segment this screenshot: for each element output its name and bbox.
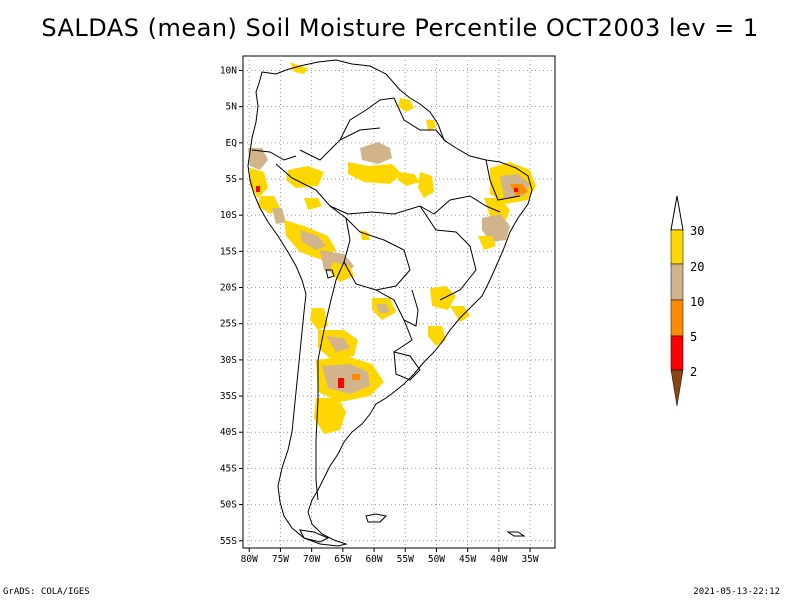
colorbar-label-20: 20 [690,260,704,274]
lat-label-40S: 40S [220,427,237,438]
patch-patagonia [314,398,346,434]
border-brazil-south [393,319,413,353]
patch-pampas-red [338,378,344,388]
map-grid [243,56,555,548]
south-georgia [506,531,526,537]
patch-venezuela [290,62,308,74]
border-bolivia [343,217,411,291]
patch-se-brazil2 [450,306,470,322]
colorbar-label-30: 30 [690,224,704,238]
footer-timestamp: 2021-05-13-22:12 [693,587,780,597]
lat-label-25S: 25S [220,319,237,330]
patch-peru-red [256,186,260,192]
border-argentina [315,279,337,501]
lon-label-65W: 65W [334,554,351,565]
patch-pampas-orange [352,374,360,380]
patch-south-brazil [428,326,446,346]
patch-peru-west [304,198,322,210]
patch-peru-central-tan [300,230,326,250]
tierra-del-fuego [299,529,330,543]
colorbar-segment-10 [670,299,684,337]
lat-label-EQ: EQ [226,138,238,149]
patch-argentina-n-tan [326,336,350,352]
border-colombia [299,127,381,161]
patch-amazon-mid [418,172,434,198]
lake-titicaca [325,269,335,279]
lat-label-10N: 10N [220,65,237,76]
patch-bahia-y [478,236,496,250]
lat-label-20S: 20S [220,283,237,294]
patch-ecuador-y [250,168,268,198]
colorbar-label-10: 10 [690,295,704,309]
lat-label-5N: 5N [226,102,238,113]
lat-label-45S: 45S [220,463,237,474]
lat-label-50S: 50S [220,500,237,511]
patch-ecuador [248,148,268,170]
patch-pampas-tan [322,364,370,394]
map-title: SALDAS (mean) Soil Moisture Percentile O… [41,14,759,42]
patch-bahia [482,214,510,242]
coastlines [247,59,533,547]
patch-andes-south-peru-y [330,262,354,282]
border-peru [275,163,351,281]
lon-label-60W: 60W [365,554,382,565]
patch-colombia [286,166,324,188]
border-brazil-states3 [485,159,521,201]
lat-label-30S: 30S [220,355,237,366]
patch-chile-north [310,308,328,330]
colorbar-segment-30 [670,229,684,265]
map-frame [242,55,556,549]
patch-guiana2 [426,120,436,130]
patch-guiana [398,98,414,112]
colorbar-segment-5 [670,335,684,371]
colorbar-top-cap [670,195,684,231]
lat-labels: 10N 5N EQ 5S 10S 15S 20S 25S 30S 35S 40S 45S 50S 55S [220,65,243,547]
patch-ne-brazil-south [484,198,510,220]
lon-label-50W: 50W [428,554,445,565]
patch-amazon-east [398,172,420,186]
lon-label-45W: 45W [459,554,476,565]
lon-label-70W: 70W [303,554,320,565]
border-brazil-states2 [433,195,501,215]
lat-label-15S: 15S [220,246,237,257]
border-guianas [393,97,447,143]
lon-label-40W: 40W [490,554,507,565]
lon-label-75W: 75W [272,554,289,565]
patch-amazon-north [360,142,392,164]
patch-peru-tan [272,208,286,224]
lon-label-55W: 55W [397,554,414,565]
lat-label-10S: 10S [220,210,237,221]
lon-label-80W: 80W [241,554,258,565]
patch-amazon-north-y [348,162,402,184]
border-brazil-west [329,205,435,215]
footer-credit: GrADS: COLA/IGES [3,587,90,597]
patch-paraguay-tan [376,304,390,314]
border-ecuador [251,149,297,161]
patch-ne-brazil-orange [510,184,528,196]
shaded-patches [248,62,536,434]
patch-ne-red [514,188,518,192]
colorbar-label-5: 5 [690,330,697,344]
lat-label-5S: 5S [226,174,238,185]
colorbar-bottom-cap [670,369,684,407]
colorbar-label-2: 2 [690,365,697,379]
lat-label-35S: 35S [220,391,237,402]
lon-labels: 80W 75W 70W 65W 60W 55W 50W 45W 40W 35W [241,548,539,565]
border-paraguay [375,289,419,327]
colorbar: 30 20 10 5 2 [670,195,704,407]
continent-outline [247,59,533,547]
falklands [365,513,388,523]
border-venezuela [339,97,395,141]
lat-label-55S: 55S [220,536,237,547]
colorbar-segment-20 [670,263,684,301]
border-brazil-states [419,205,477,301]
border-uruguay [393,351,421,381]
lon-label-35W: 35W [521,554,538,565]
